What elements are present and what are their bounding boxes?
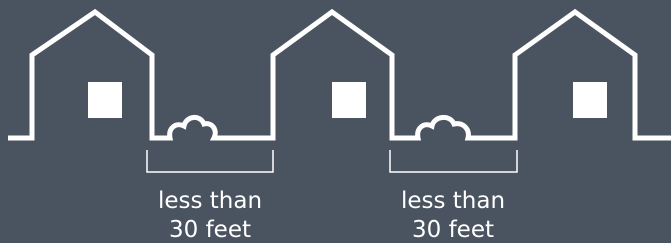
distance-label: less than [158, 188, 262, 214]
distance-label: 30 feet [169, 217, 251, 243]
window [573, 82, 607, 118]
window [88, 82, 122, 118]
window [332, 82, 366, 118]
distance-label: 30 feet [412, 217, 494, 243]
distance-label: less than [401, 188, 505, 214]
background [0, 0, 671, 243]
page: less than 30 feet less than 30 feet (() … [0, 0, 671, 243]
diagram: less than 30 feet less than 30 feet [0, 0, 671, 243]
